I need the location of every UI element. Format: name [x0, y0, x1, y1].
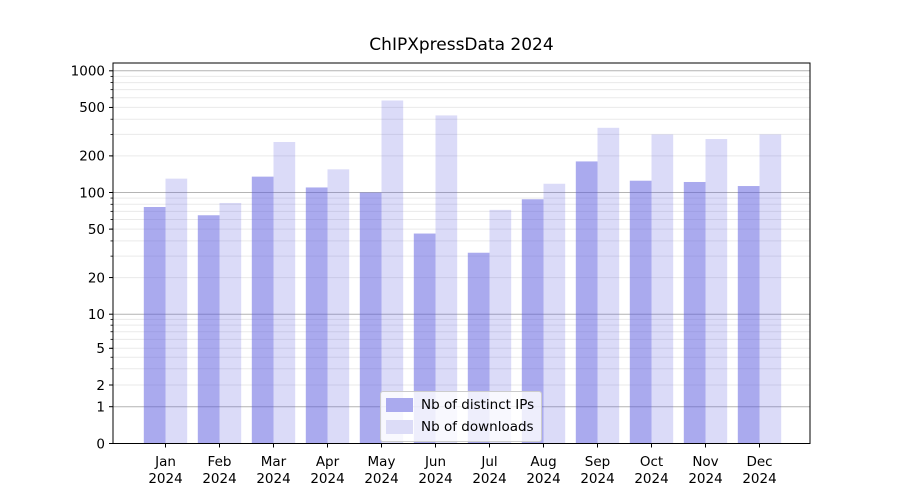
- bar-sep-distinct-ips: [575, 161, 598, 444]
- x-tick-label-year: 2024: [256, 471, 290, 487]
- x-tick-label-month: Sep: [585, 454, 610, 470]
- y-tick-label: 200: [79, 149, 105, 165]
- x-tick-label-year: 2024: [634, 471, 668, 487]
- legend-label-distinct-ips: Nb of distinct IPs: [421, 397, 535, 413]
- bar-may-downloads: [381, 100, 404, 444]
- y-tick-label: 1: [96, 400, 105, 416]
- bar-oct-distinct-ips: [629, 180, 652, 444]
- y-tick-label: 500: [79, 100, 105, 116]
- x-tick-label-year: 2024: [526, 471, 560, 487]
- bar-oct-downloads: [651, 134, 674, 444]
- y-tick-label: 1000: [71, 64, 105, 80]
- y-tick-label: 10: [88, 307, 105, 323]
- x-tick-label-year: 2024: [688, 471, 722, 487]
- y-tick-label: 20: [88, 270, 105, 286]
- bar-sep-downloads: [597, 127, 620, 444]
- legend-label-downloads: Nb of downloads: [421, 419, 534, 435]
- x-tick-label-year: 2024: [418, 471, 452, 487]
- bar-jun-downloads: [435, 115, 458, 444]
- bar-may-distinct-ips: [359, 192, 382, 444]
- y-tick-label: 2: [96, 378, 105, 394]
- x-tick-label-month: Feb: [208, 454, 232, 470]
- bar-dec-downloads: [759, 134, 782, 444]
- bar-jan-distinct-ips: [143, 207, 166, 444]
- x-tick-label-month: May: [368, 454, 396, 470]
- x-tick-label-month: Aug: [530, 454, 556, 470]
- axes-spines: [112, 62, 811, 444]
- bar-jan-downloads: [165, 178, 188, 444]
- bar-feb-downloads: [219, 202, 242, 444]
- legend-swatch-downloads: [386, 420, 413, 434]
- bar-jul-downloads: [489, 209, 512, 444]
- bar-aug-downloads: [543, 183, 566, 444]
- x-tick-label-year: 2024: [202, 471, 236, 487]
- bar-nov-downloads: [705, 139, 728, 444]
- x-tick-label-year: 2024: [580, 471, 614, 487]
- legend-swatch-distinct-ips: [386, 398, 413, 412]
- legend-item-distinct-ips: Nb of distinct IPs: [386, 397, 535, 413]
- legend: Nb of distinct IPs Nb of downloads: [380, 391, 542, 442]
- x-tick-label-month: Jun: [424, 454, 446, 470]
- bar-dec-distinct-ips: [737, 186, 760, 444]
- bar-mar-distinct-ips: [251, 176, 274, 444]
- x-tick-label-month: Dec: [746, 454, 772, 470]
- y-tick-label: 5: [96, 341, 105, 357]
- bar-nov-distinct-ips: [683, 181, 706, 444]
- x-tick-label-year: 2024: [472, 471, 506, 487]
- x-tick-label-month: Apr: [316, 454, 340, 470]
- x-tick-label-year: 2024: [310, 471, 344, 487]
- bar-feb-distinct-ips: [197, 215, 220, 444]
- x-tick-label-month: Jul: [480, 454, 497, 470]
- bar-mar-downloads: [273, 141, 296, 444]
- x-tick-label-year: 2024: [148, 471, 182, 487]
- chart-title: ChIPXpressData 2024: [369, 35, 554, 55]
- x-tick-label-month: Mar: [261, 454, 287, 470]
- y-tick-label: 0: [96, 436, 105, 452]
- bar-aug-distinct-ips: [521, 199, 544, 444]
- legend-item-downloads: Nb of downloads: [386, 419, 534, 435]
- bar-apr-distinct-ips: [305, 187, 328, 444]
- y-tick-label: 100: [79, 185, 105, 201]
- x-tick-label-month: Jan: [154, 454, 176, 470]
- bar-apr-downloads: [327, 169, 350, 444]
- x-tick-label-month: Nov: [692, 454, 718, 470]
- y-tick-label: 50: [88, 222, 105, 238]
- x-tick-label-year: 2024: [742, 471, 776, 487]
- x-tick-label-year: 2024: [364, 471, 398, 487]
- x-tick-label-month: Oct: [640, 454, 663, 470]
